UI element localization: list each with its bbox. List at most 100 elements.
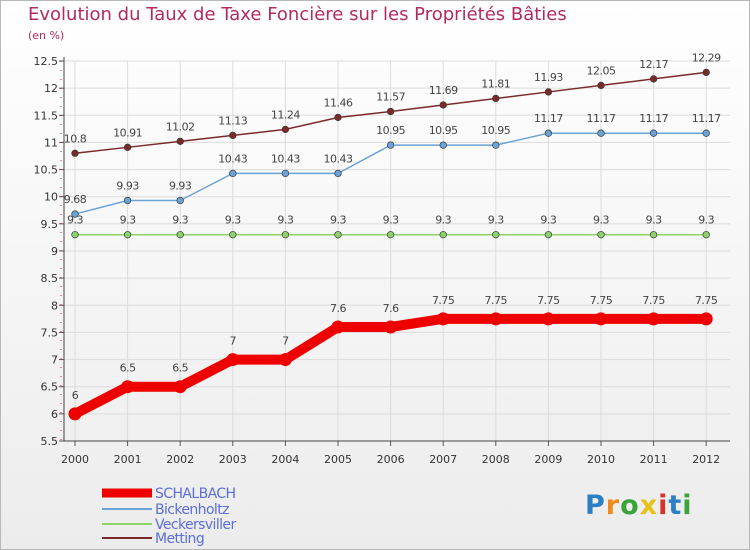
x-tick-label-12: 2012	[692, 453, 720, 466]
point-metting-2010	[597, 81, 605, 90]
point-metting-2007	[439, 101, 447, 109]
logo-letter: P	[585, 490, 606, 521]
logo-letter: o	[620, 490, 640, 521]
data-label-schalbach-2010: 7.75	[590, 294, 613, 307]
y-tick-label-13: 12	[44, 82, 58, 95]
point-veckersviller-2007	[439, 231, 447, 239]
point-schalbach-2006	[384, 320, 398, 334]
data-label-bickenholtz-2010: 11.17	[587, 112, 616, 125]
x-tick-label-7: 2007	[429, 453, 457, 466]
logo-letter: r	[605, 490, 621, 521]
point-bickenholtz-2003	[229, 169, 237, 178]
point-schalbach-2004	[278, 353, 292, 367]
data-label-veckersviller-2005: 9.3	[330, 214, 346, 227]
point-schalbach-2011	[647, 312, 661, 326]
data-label-schalbach-2003: 7	[230, 335, 237, 348]
y-tick-label-6: 8.5	[41, 272, 59, 285]
data-label-metting-2012: 12.29	[692, 51, 721, 64]
data-label-veckersviller-2011: 9.3	[646, 214, 662, 227]
point-bickenholtz-2001	[123, 196, 132, 205]
data-label-metting-2001: 10.91	[113, 126, 142, 139]
data-label-bickenholtz-2002: 9.93	[169, 180, 192, 193]
point-schalbach-2001	[121, 380, 135, 394]
x-tick-label-11: 2011	[640, 453, 668, 466]
data-label-veckersviller-2000: 9.3	[67, 214, 83, 227]
point-metting-2003	[229, 131, 237, 140]
point-schalbach-2010	[594, 312, 608, 326]
data-label-bickenholtz-2012: 11.17	[692, 112, 721, 125]
data-label-metting-2011: 12.17	[639, 58, 668, 71]
point-veckersviller-2010	[597, 231, 605, 239]
point-veckersviller-2000	[71, 231, 79, 239]
point-veckersviller-2009	[544, 231, 553, 239]
logo-letter: x	[639, 490, 659, 521]
point-bickenholtz-2010	[597, 129, 605, 137]
data-label-metting-2007: 11.69	[429, 84, 458, 97]
data-label-schalbach-2006: 7.6	[383, 302, 399, 315]
legend-label-veckersviller: Veckersviller	[155, 517, 236, 533]
data-label-veckersviller-2006: 9.3	[383, 214, 399, 227]
y-tick-label-4: 7.5	[41, 326, 59, 339]
y-tick-label-8: 9.5	[41, 218, 59, 231]
data-label-metting-2002: 11.02	[166, 120, 195, 133]
point-veckersviller-2008	[492, 231, 500, 239]
point-bickenholtz-2005	[334, 169, 342, 178]
data-label-metting-2008: 11.81	[481, 77, 510, 90]
data-label-veckersviller-2001: 9.3	[120, 214, 136, 227]
point-veckersviller-2001	[123, 231, 132, 239]
point-metting-2012	[702, 68, 710, 77]
logo-letter: i	[658, 490, 669, 521]
data-label-bickenholtz-2008: 10.95	[481, 124, 510, 137]
data-label-veckersviller-2002: 9.3	[172, 214, 188, 227]
x-tick-label-2: 2002	[166, 453, 194, 466]
y-tick-label-3: 7	[51, 354, 58, 367]
data-label-schalbach-2011: 7.75	[642, 294, 665, 307]
point-metting-2008	[492, 94, 500, 103]
legend-label-metting: Metting	[155, 531, 204, 547]
data-label-schalbach-2008: 7.75	[485, 294, 508, 307]
point-bickenholtz-2011	[649, 129, 658, 137]
logo-letter: i	[682, 490, 693, 521]
data-label-metting-2006: 11.57	[376, 90, 405, 103]
data-label-veckersviller-2008: 9.3	[488, 214, 504, 227]
data-label-schalbach-2012: 7.75	[695, 294, 718, 307]
data-label-metting-2005: 11.46	[324, 96, 353, 109]
point-metting-2009	[544, 88, 553, 96]
data-label-schalbach-2007: 7.75	[432, 294, 455, 307]
y-tick-label-9: 10	[44, 191, 58, 204]
point-bickenholtz-2002	[176, 196, 184, 205]
data-label-bickenholtz-2006: 10.95	[376, 124, 405, 137]
data-label-metting-2009: 11.93	[534, 71, 563, 84]
data-label-bickenholtz-2001: 9.93	[116, 180, 139, 193]
point-bickenholtz-2006	[386, 141, 395, 149]
point-schalbach-2002	[173, 380, 187, 394]
point-schalbach-2009	[541, 312, 555, 326]
point-schalbach-2007	[436, 312, 450, 326]
point-schalbach-2005	[331, 320, 345, 334]
point-metting-2000	[71, 149, 79, 157]
data-label-schalbach-2000: 6	[72, 389, 79, 402]
data-label-veckersviller-2009: 9.3	[540, 214, 556, 227]
x-tick-label-0: 2000	[61, 453, 89, 466]
data-label-schalbach-2001: 6.5	[120, 362, 136, 375]
data-label-veckersviller-2003: 9.3	[225, 214, 241, 227]
y-tick-label-1: 6	[51, 408, 58, 421]
proxiti-logo: Proxiti	[585, 490, 693, 521]
point-veckersviller-2011	[649, 231, 658, 239]
data-label-bickenholtz-2011: 11.17	[639, 112, 668, 125]
chart-title: Evolution du Taux de Taxe Foncière sur l…	[28, 4, 567, 25]
x-tick-label-9: 2009	[534, 453, 562, 466]
x-tick-label-6: 2006	[377, 453, 405, 466]
data-label-schalbach-2002: 6.5	[172, 362, 188, 375]
data-label-metting-2003: 11.13	[218, 114, 247, 127]
y-tick-label-2: 6.5	[41, 381, 59, 394]
point-metting-2006	[386, 107, 395, 116]
point-bickenholtz-2000	[71, 210, 79, 218]
y-tick-label-12: 11.5	[34, 109, 59, 122]
data-label-metting-2000: 10.8	[64, 132, 87, 145]
data-label-bickenholtz-2009: 11.17	[534, 112, 563, 125]
point-metting-2011	[649, 75, 658, 83]
y-tick-label-14: 12.5	[34, 55, 59, 68]
